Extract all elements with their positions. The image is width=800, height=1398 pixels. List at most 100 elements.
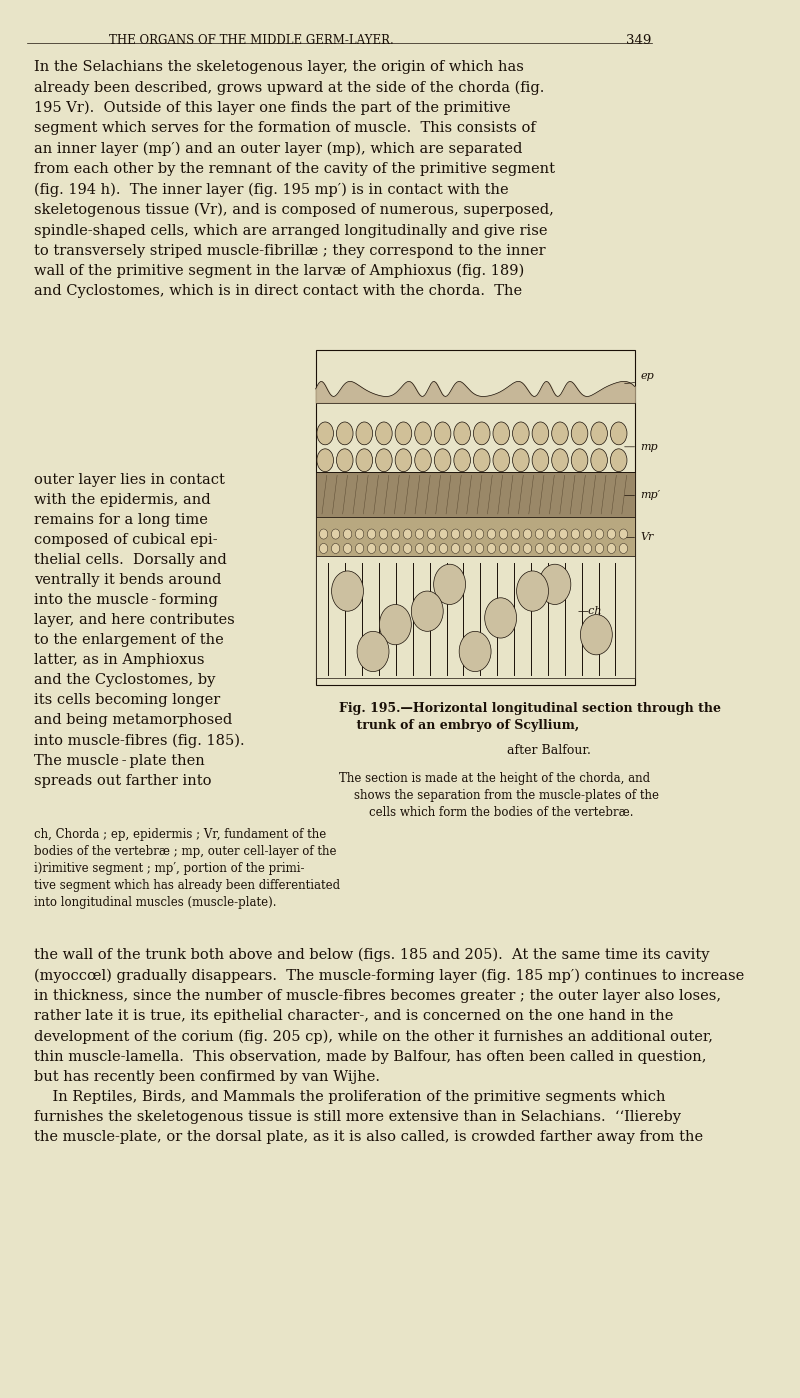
Ellipse shape <box>475 528 484 540</box>
Ellipse shape <box>379 528 388 540</box>
Text: ch, Chorda ; ep, epidermis ; Vr, fundament of the
bodies of the vertebræ ; mp, o: ch, Chorda ; ep, epidermis ; Vr, fundame… <box>34 828 340 909</box>
Ellipse shape <box>427 528 436 540</box>
Ellipse shape <box>511 544 520 554</box>
Ellipse shape <box>463 528 472 540</box>
Ellipse shape <box>434 565 466 604</box>
Ellipse shape <box>474 449 490 471</box>
Ellipse shape <box>391 544 400 554</box>
Ellipse shape <box>583 544 592 554</box>
Ellipse shape <box>474 422 490 445</box>
Ellipse shape <box>591 449 607 471</box>
Text: outer layer lies in contact
with the epidermis, and
remains for a long time
comp: outer layer lies in contact with the epi… <box>34 473 245 788</box>
Text: ep: ep <box>625 372 654 383</box>
Ellipse shape <box>523 528 532 540</box>
Ellipse shape <box>331 544 340 554</box>
Ellipse shape <box>559 528 568 540</box>
Ellipse shape <box>319 528 328 540</box>
Ellipse shape <box>607 544 616 554</box>
Ellipse shape <box>610 449 627 471</box>
Ellipse shape <box>559 544 568 554</box>
Ellipse shape <box>591 422 607 445</box>
Ellipse shape <box>391 528 400 540</box>
Ellipse shape <box>375 449 392 471</box>
Ellipse shape <box>403 528 412 540</box>
Text: the wall of the trunk both above and below (figs. 185 and 205).  At the same tim: the wall of the trunk both above and bel… <box>34 948 744 1144</box>
Ellipse shape <box>395 449 412 471</box>
Ellipse shape <box>367 544 376 554</box>
Ellipse shape <box>532 449 549 471</box>
Ellipse shape <box>356 449 373 471</box>
Ellipse shape <box>355 528 364 540</box>
Ellipse shape <box>317 449 334 471</box>
Ellipse shape <box>513 422 529 445</box>
Ellipse shape <box>463 544 472 554</box>
Ellipse shape <box>427 544 436 554</box>
Ellipse shape <box>414 422 431 445</box>
Text: mp′: mp′ <box>625 491 660 500</box>
Ellipse shape <box>454 449 470 471</box>
Ellipse shape <box>355 544 364 554</box>
Ellipse shape <box>317 422 334 445</box>
Ellipse shape <box>415 528 424 540</box>
FancyBboxPatch shape <box>316 556 634 678</box>
Ellipse shape <box>532 422 549 445</box>
Ellipse shape <box>487 544 496 554</box>
Ellipse shape <box>356 422 373 445</box>
Ellipse shape <box>454 422 470 445</box>
Ellipse shape <box>552 449 568 471</box>
Ellipse shape <box>379 544 388 554</box>
Ellipse shape <box>607 528 616 540</box>
Ellipse shape <box>571 422 588 445</box>
Text: Vr: Vr <box>625 533 654 542</box>
Text: mp: mp <box>625 442 658 452</box>
Ellipse shape <box>434 449 451 471</box>
Ellipse shape <box>343 544 352 554</box>
Ellipse shape <box>439 544 448 554</box>
Ellipse shape <box>619 544 628 554</box>
Text: The section is made at the height of the chorda, and
    shows the separation fr: The section is made at the height of the… <box>339 772 659 819</box>
Ellipse shape <box>403 544 412 554</box>
Ellipse shape <box>357 632 389 671</box>
Ellipse shape <box>523 544 532 554</box>
Ellipse shape <box>439 528 448 540</box>
Ellipse shape <box>475 544 484 554</box>
Text: 349: 349 <box>626 34 651 46</box>
Ellipse shape <box>395 422 412 445</box>
Ellipse shape <box>571 528 580 540</box>
Ellipse shape <box>571 544 580 554</box>
Ellipse shape <box>619 528 628 540</box>
Ellipse shape <box>580 615 612 654</box>
Ellipse shape <box>610 422 627 445</box>
Ellipse shape <box>459 632 491 671</box>
Ellipse shape <box>434 422 451 445</box>
Text: —ch: —ch <box>578 607 602 617</box>
Ellipse shape <box>375 422 392 445</box>
Ellipse shape <box>535 544 544 554</box>
Ellipse shape <box>319 544 328 554</box>
FancyBboxPatch shape <box>316 473 634 517</box>
Ellipse shape <box>595 544 604 554</box>
Ellipse shape <box>595 528 604 540</box>
Ellipse shape <box>547 528 556 540</box>
Ellipse shape <box>337 449 353 471</box>
Ellipse shape <box>552 422 568 445</box>
Ellipse shape <box>547 544 556 554</box>
Ellipse shape <box>451 528 460 540</box>
Ellipse shape <box>499 544 508 554</box>
Ellipse shape <box>493 422 510 445</box>
Ellipse shape <box>583 528 592 540</box>
Text: after Balfour.: after Balfour. <box>339 744 591 756</box>
Ellipse shape <box>499 528 508 540</box>
Ellipse shape <box>379 604 411 644</box>
Ellipse shape <box>415 544 424 554</box>
Ellipse shape <box>535 528 544 540</box>
FancyBboxPatch shape <box>316 350 634 685</box>
Ellipse shape <box>343 528 352 540</box>
Ellipse shape <box>414 449 431 471</box>
Text: In the Selachians the skeletogenous layer, the origin of which has
already been : In the Selachians the skeletogenous laye… <box>34 60 555 298</box>
Ellipse shape <box>411 591 443 632</box>
Ellipse shape <box>493 449 510 471</box>
Ellipse shape <box>367 528 376 540</box>
Ellipse shape <box>331 528 340 540</box>
FancyBboxPatch shape <box>316 517 634 556</box>
